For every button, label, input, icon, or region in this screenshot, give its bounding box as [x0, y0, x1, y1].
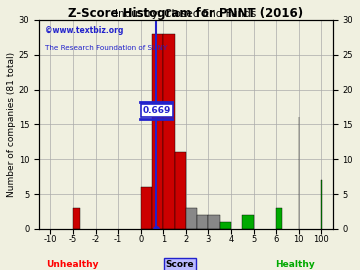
Text: ©www.textbiz.org: ©www.textbiz.org: [45, 26, 123, 35]
Title: Z-Score Histogram for PNNT (2016): Z-Score Histogram for PNNT (2016): [68, 7, 303, 20]
Text: Unhealthy: Unhealthy: [46, 260, 98, 269]
Bar: [73, 208, 81, 229]
Bar: [175, 152, 186, 229]
Text: Industry: Closed End Funds: Industry: Closed End Funds: [115, 9, 257, 19]
Text: Score: Score: [166, 260, 194, 269]
Bar: [220, 222, 231, 229]
Text: The Research Foundation of SUNY: The Research Foundation of SUNY: [45, 45, 167, 51]
Bar: [152, 34, 163, 229]
Y-axis label: Number of companies (81 total): Number of companies (81 total): [7, 52, 16, 197]
Bar: [141, 187, 152, 229]
Bar: [276, 208, 282, 229]
Bar: [163, 34, 175, 229]
Bar: [242, 215, 254, 229]
Text: Healthy: Healthy: [275, 260, 315, 269]
Text: 0.669: 0.669: [143, 106, 171, 115]
Bar: [186, 208, 197, 229]
Bar: [208, 215, 220, 229]
Bar: [197, 215, 208, 229]
